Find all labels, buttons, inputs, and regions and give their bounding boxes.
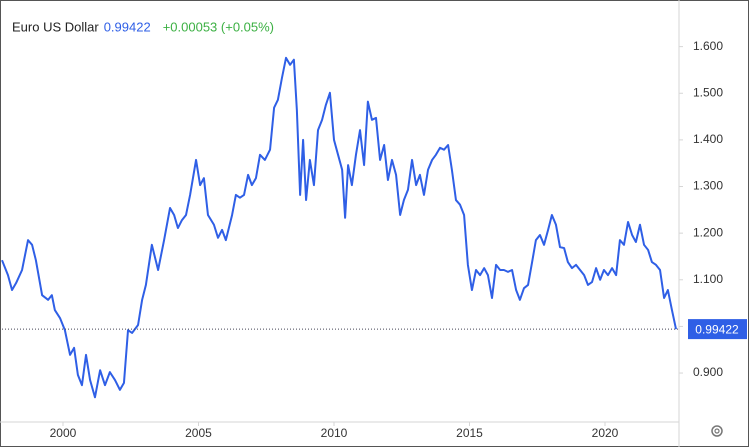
- chart-title: Euro US Dollar: [12, 19, 99, 34]
- last-value-label: 0.99422: [695, 322, 739, 336]
- x-tick-label: 2000: [50, 426, 77, 440]
- gear-outer[interactable]: [711, 425, 723, 437]
- price-line: [1, 56, 677, 399]
- last-value: 0.99422: [104, 19, 151, 34]
- y-tick-label: 1.500: [693, 85, 723, 99]
- y-tick-label: 1.100: [693, 272, 723, 286]
- y-tick-label: 0.900: [693, 365, 723, 379]
- y-tick-label: 1.600: [693, 39, 723, 53]
- x-tick-label: 2015: [456, 426, 483, 440]
- y-tick-label: 1.400: [693, 132, 723, 146]
- x-tick-label: 2020: [592, 426, 619, 440]
- x-tick-label: 2010: [321, 426, 348, 440]
- y-tick-label: 1.300: [693, 179, 723, 193]
- change: +0.00053 (+0.05%): [163, 19, 274, 34]
- y-tick-label: 1.200: [693, 225, 723, 239]
- x-tick-label: 2005: [185, 426, 212, 440]
- gear-inner[interactable]: [714, 428, 720, 434]
- settings-icon[interactable]: [711, 425, 723, 437]
- last-value-box: [688, 319, 747, 340]
